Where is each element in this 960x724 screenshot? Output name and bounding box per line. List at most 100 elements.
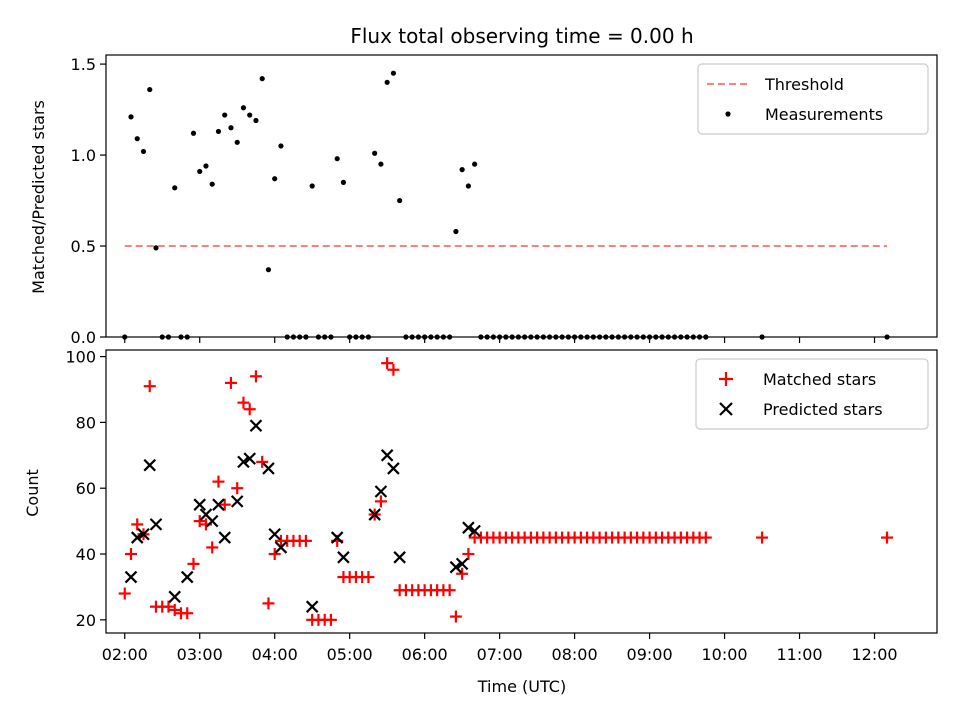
matched-star-marker bbox=[249, 370, 262, 383]
measurement-point bbox=[309, 183, 315, 189]
matched-star-marker bbox=[268, 548, 281, 561]
legend-matched-label: Matched stars bbox=[763, 370, 876, 389]
bottom-y-tick-label: 40 bbox=[76, 545, 96, 564]
bottom-x-tick-label: 05:00 bbox=[327, 645, 373, 664]
matched-star-marker bbox=[362, 571, 375, 584]
measurement-point bbox=[172, 185, 178, 191]
bottom-x-ticks: 02:00 03:00 04:00 05:00 06:00 07:00 08:00 09:00… bbox=[102, 633, 898, 664]
measurement-point bbox=[465, 183, 471, 189]
bottom-legend: Matched stars Predicted stars bbox=[695, 358, 929, 430]
measurement-point bbox=[197, 168, 203, 175]
measurement-point bbox=[334, 156, 340, 162]
chart-title: Flux total observing time = 0.00 h bbox=[350, 24, 693, 48]
measurement-point bbox=[372, 150, 378, 156]
top-y-tick-label: 0.0 bbox=[71, 328, 96, 347]
matched-star-marker bbox=[381, 357, 394, 370]
bottom-y-tick-label: 100 bbox=[65, 348, 96, 367]
top-y-tick-label: 0.5 bbox=[71, 237, 96, 256]
predicted-star-marker bbox=[230, 495, 244, 508]
top-y-axis-label: Matched/Predicted stars bbox=[29, 100, 48, 294]
predicted-star-marker bbox=[468, 524, 481, 538]
predicted-star-marker bbox=[243, 452, 256, 465]
matched-star-marker bbox=[218, 498, 231, 511]
bottom-x-tick-label: 11:00 bbox=[776, 645, 822, 664]
bottom-legend-box bbox=[695, 358, 929, 430]
predicted-star-marker bbox=[387, 462, 400, 475]
measurement-point bbox=[459, 167, 465, 173]
predicted-star-marker bbox=[180, 570, 194, 584]
predicted-points bbox=[124, 419, 481, 613]
predicted-star-marker bbox=[218, 531, 231, 544]
matched-star-marker bbox=[456, 567, 469, 580]
predicted-star-marker bbox=[205, 514, 219, 528]
top-y-tick-label: 1.0 bbox=[71, 146, 96, 165]
top-y-ticks: 0.0 0.5 1.0 1.5 bbox=[71, 55, 106, 347]
bottom-x-tick-label: 07:00 bbox=[477, 645, 523, 664]
x-axis-label: Time (UTC) bbox=[477, 677, 566, 696]
matched-star-marker bbox=[256, 455, 269, 468]
matched-star-marker bbox=[324, 613, 337, 626]
matched-star-marker bbox=[162, 600, 175, 613]
matched-star-marker bbox=[262, 597, 275, 610]
bottom-axes-frame bbox=[105, 349, 938, 634]
top-axes-frame bbox=[105, 54, 938, 338]
matched-star-marker bbox=[187, 557, 200, 570]
bottom-x-tick-label: 09:00 bbox=[627, 645, 673, 664]
matched-star-marker bbox=[443, 584, 456, 597]
measurement-point bbox=[147, 86, 153, 93]
predicted-star-marker bbox=[330, 531, 344, 544]
predicted-star-marker bbox=[462, 521, 475, 534]
predicted-star-marker bbox=[137, 528, 150, 541]
top-legend: Threshold Measurements bbox=[697, 63, 929, 135]
bottom-x-tick-label: 02:00 bbox=[102, 645, 148, 664]
matched-star-marker bbox=[449, 610, 462, 623]
matched-points bbox=[118, 357, 894, 626]
bottom-y-ticks: 20 40 60 80 100 bbox=[65, 348, 106, 630]
predicted-star-marker bbox=[212, 498, 225, 511]
predicted-star-marker bbox=[380, 449, 394, 462]
bottom-y-tick-label: 60 bbox=[76, 479, 96, 498]
legend-matched-swatch bbox=[719, 372, 733, 386]
predicted-star-marker bbox=[262, 462, 275, 475]
ratio-panel: Flux total observing time = 0.00 h Match… bbox=[29, 24, 938, 347]
predicted-star-marker bbox=[124, 570, 138, 584]
matched-star-marker bbox=[881, 531, 894, 544]
measurement-point bbox=[228, 125, 234, 131]
measurement-point bbox=[384, 79, 390, 85]
legend-measurements-label: Measurements bbox=[765, 105, 883, 124]
predicted-star-marker bbox=[368, 508, 381, 521]
matched-star-marker bbox=[387, 363, 400, 376]
bottom-y-tick-label: 20 bbox=[76, 611, 96, 630]
measurement-point bbox=[378, 161, 384, 167]
matched-star-marker bbox=[231, 482, 244, 495]
matched-star-marker bbox=[206, 541, 219, 554]
bottom-y-axis-label: Count bbox=[23, 469, 42, 517]
legend-predicted-swatch bbox=[719, 402, 733, 416]
matched-star-marker bbox=[374, 495, 387, 508]
predicted-star-marker bbox=[168, 590, 182, 604]
measurement-point bbox=[340, 179, 347, 185]
matched-star-marker bbox=[168, 603, 181, 616]
measurement-point bbox=[203, 163, 209, 169]
legend-measurements-swatch bbox=[725, 111, 731, 117]
predicted-star-marker bbox=[249, 419, 263, 432]
measurement-point bbox=[265, 267, 272, 273]
bottom-x-tick-label: 04:00 bbox=[252, 645, 298, 664]
predicted-star-marker bbox=[374, 485, 388, 498]
bottom-x-tick-label: 06:00 bbox=[402, 645, 448, 664]
matched-star-marker bbox=[131, 518, 144, 531]
measurement-point bbox=[272, 176, 278, 182]
measurement-point bbox=[247, 112, 253, 118]
measurement-point bbox=[259, 76, 265, 82]
matched-star-marker bbox=[756, 531, 769, 544]
predicted-star-marker bbox=[455, 557, 469, 571]
predicted-star-marker bbox=[393, 551, 406, 564]
legend-predicted-label: Predicted stars bbox=[763, 400, 883, 419]
measurement-point bbox=[190, 130, 197, 136]
predicted-star-marker bbox=[193, 498, 206, 511]
measurement-point bbox=[240, 105, 247, 111]
bottom-x-tick-label: 12:00 bbox=[851, 645, 897, 664]
predicted-star-marker bbox=[274, 541, 288, 554]
